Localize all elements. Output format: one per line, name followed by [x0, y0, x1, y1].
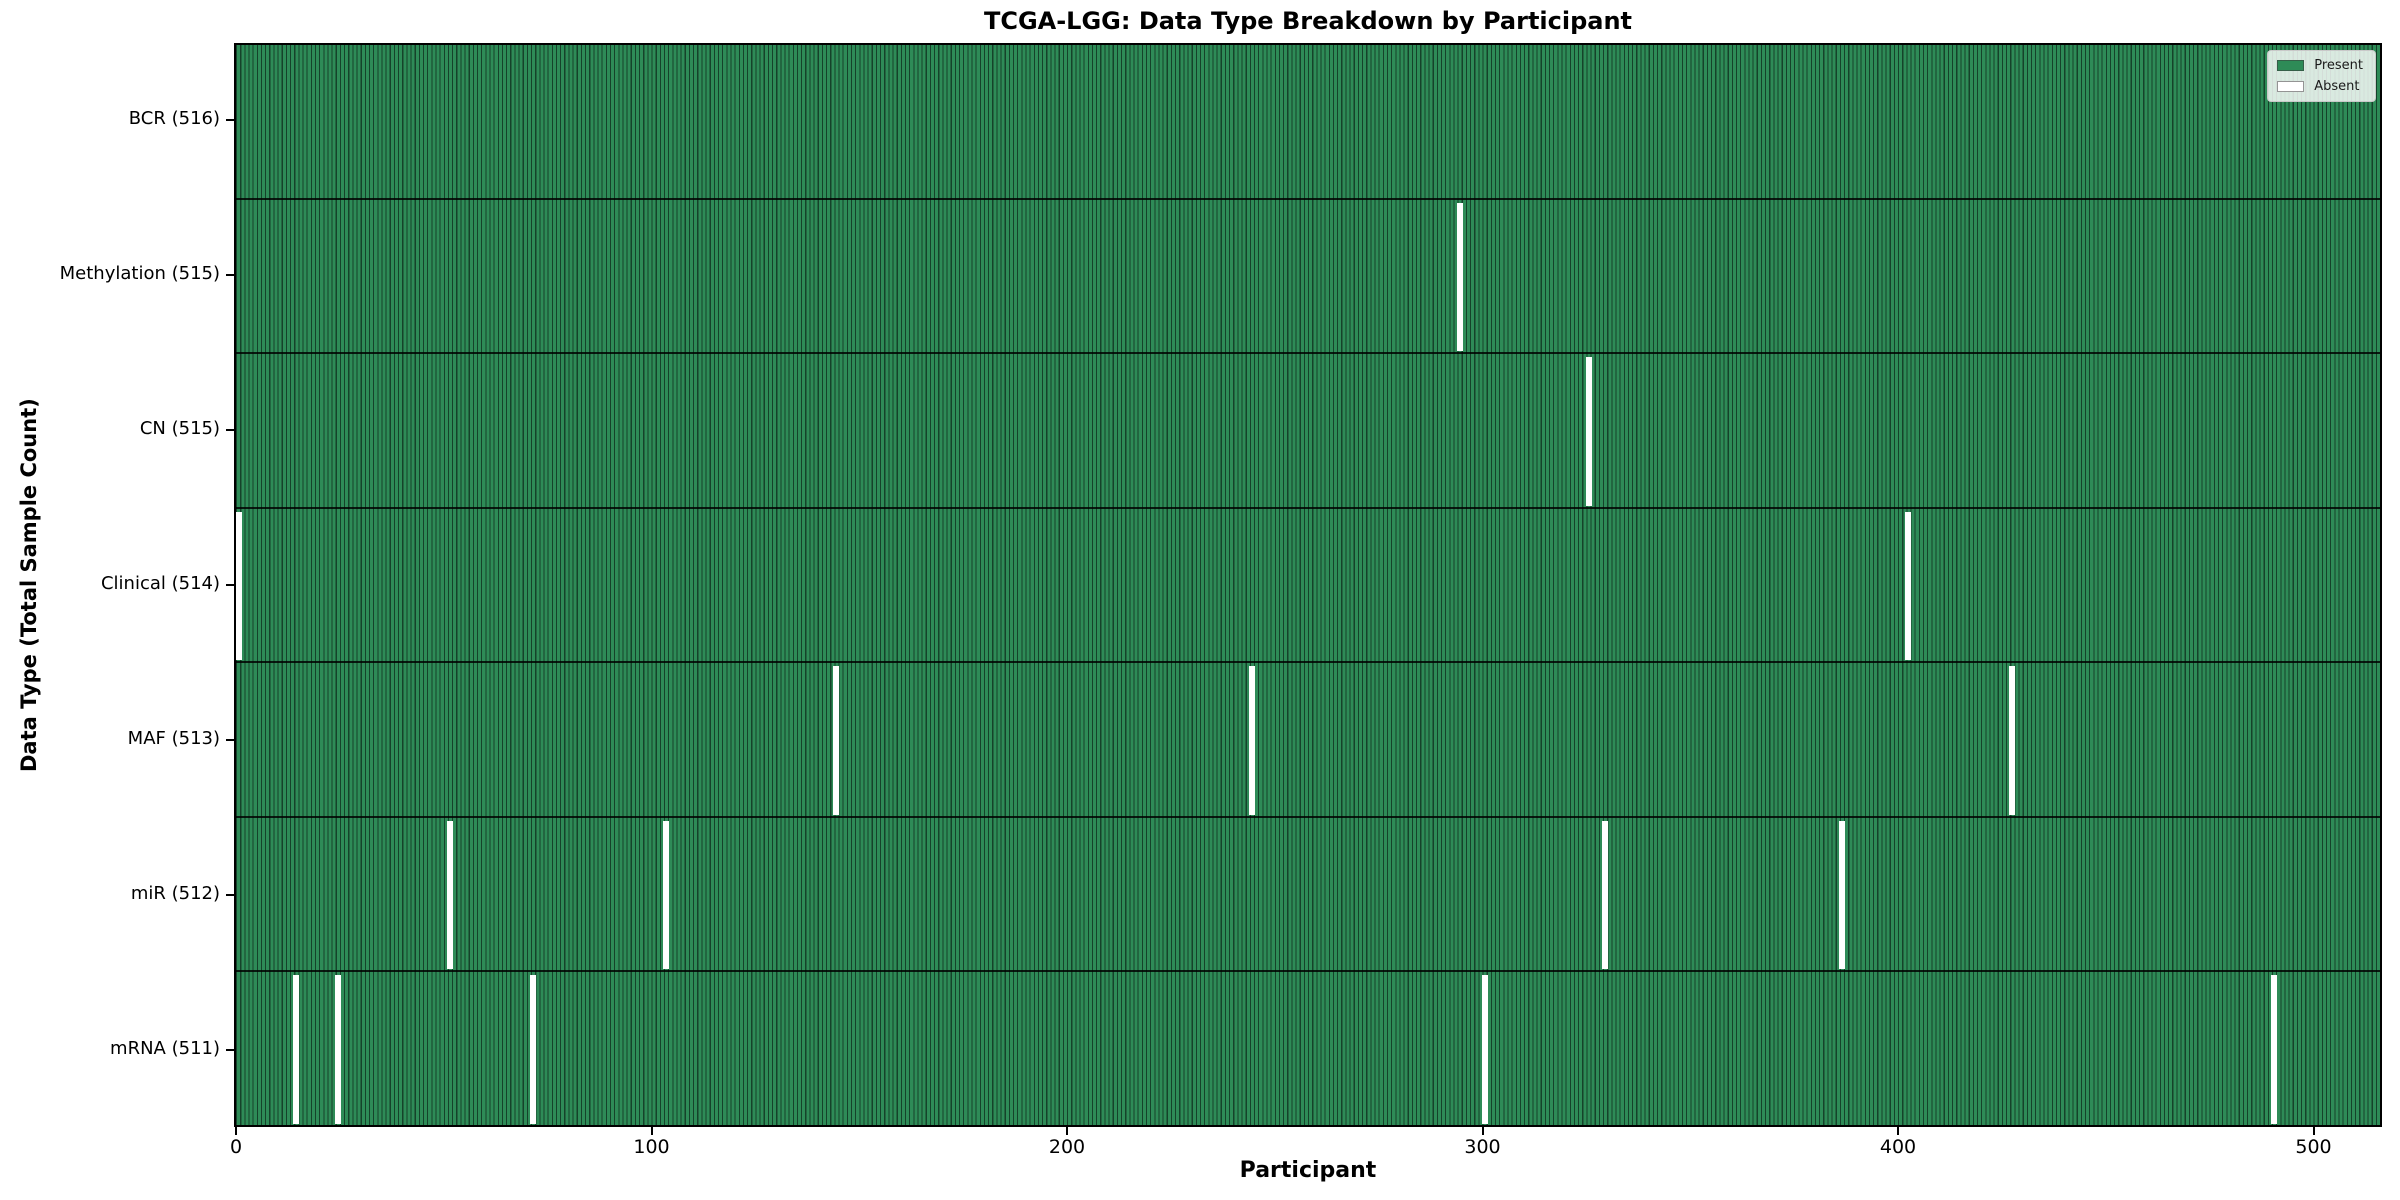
legend-item-absent: Absent: [2277, 79, 2363, 94]
xtick-label: 400: [1879, 1136, 1917, 1158]
absent-gap: [236, 511, 242, 661]
xtick-label: 0: [229, 1136, 243, 1158]
xtick-mark: [1481, 1127, 1484, 1135]
heatmap-row-maf: [236, 663, 2380, 818]
ytick-mark: [226, 738, 234, 741]
absent-gap: [1248, 666, 1255, 815]
legend-swatch-absent: [2277, 81, 2305, 92]
absent-gap: [2271, 975, 2277, 1125]
heatmap-row-cn: [236, 354, 2380, 509]
xtick-label: 200: [1048, 1136, 1086, 1158]
ytick-label: miR (512): [130, 882, 220, 904]
ytick-mark: [226, 893, 234, 896]
ytick-mark: [226, 119, 234, 122]
absent-gap: [1456, 202, 1463, 352]
absent-gap: [1905, 511, 1912, 661]
legend-label-present: Present: [2314, 58, 2363, 73]
chart-title: TCGA-LGG: Data Type Breakdown by Partici…: [983, 7, 1633, 35]
ytick-mark: [226, 274, 234, 277]
absent-gap: [334, 975, 341, 1125]
absent-gap: [293, 975, 300, 1125]
x-axis-label: Participant: [1239, 1158, 1377, 1183]
heatmap-row-mrna: [236, 972, 2380, 1126]
legend-label-absent: Absent: [2314, 79, 2360, 94]
heatmap-row-clinical: [236, 508, 2380, 664]
xtick-mark: [1897, 1127, 1899, 1135]
absent-gap: [1602, 820, 1609, 970]
ytick-label: mRNA (511): [110, 1037, 220, 1059]
absent-gap: [833, 666, 840, 815]
ytick-label: MAF (513): [127, 727, 220, 749]
ytick-label: BCR (516): [128, 108, 220, 130]
ytick-mark: [226, 429, 234, 432]
absent-gap: [1585, 357, 1592, 506]
xtick-label: 500: [2295, 1136, 2332, 1158]
heatmap-row-mir: [236, 817, 2380, 973]
legend-item-present: Present: [2277, 58, 2363, 73]
xtick-label: 300: [1464, 1136, 1501, 1158]
absent-gap: [1481, 975, 1488, 1125]
absent-gap: [2009, 666, 2016, 815]
absent-gap: [663, 820, 669, 970]
ytick-label: Clinical (514): [100, 573, 220, 594]
ytick-label: Methylation (515): [59, 263, 220, 285]
absent-gap: [1838, 820, 1845, 970]
heatmap-row-methylation: [236, 199, 2380, 355]
heatmap-rows: [236, 45, 2380, 1126]
legend: Present Absent: [2267, 50, 2376, 102]
heatmap-row-bcr: [236, 45, 2380, 200]
ytick-mark: [226, 584, 234, 586]
xtick-mark: [235, 1127, 237, 1135]
xtick-mark: [1066, 1127, 1068, 1135]
xtick-label: 100: [633, 1136, 670, 1158]
plot-area: Present Absent: [234, 43, 2382, 1127]
absent-gap: [447, 820, 453, 970]
absent-gap: [530, 975, 537, 1125]
xtick-mark: [650, 1127, 653, 1135]
ytick-label: CN (515): [139, 418, 220, 440]
xtick-mark: [2312, 1127, 2315, 1135]
legend-swatch-present: [2277, 60, 2305, 71]
ytick-mark: [226, 1048, 234, 1051]
